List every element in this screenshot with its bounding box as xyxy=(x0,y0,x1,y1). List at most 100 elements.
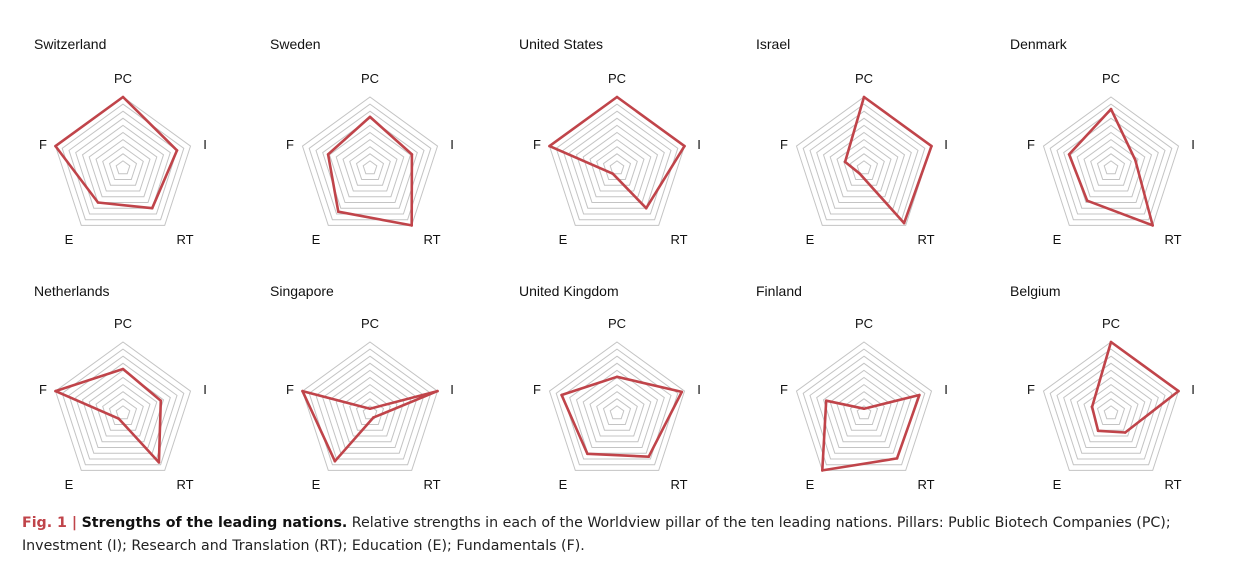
grid-ring xyxy=(115,160,131,175)
grid-ring xyxy=(1049,103,1173,221)
grid-ring xyxy=(95,138,151,192)
radar-panel-denmark: Denmark PC I RT E F xyxy=(1010,36,1195,247)
grid-ring xyxy=(1083,383,1139,437)
radar-panel-united-states: United States PC I RT E F xyxy=(519,36,701,247)
grid-ring xyxy=(836,138,892,192)
data-point-pc xyxy=(862,95,866,99)
grid-ring xyxy=(596,146,638,186)
axis-label-pc: PC xyxy=(855,316,873,331)
axis-label-pc: PC xyxy=(608,316,626,331)
data-point-pc xyxy=(862,407,866,411)
caption-text: Relative strengths in each of the Worldv… xyxy=(22,515,1171,554)
data-point-f xyxy=(1067,153,1071,156)
data-point-i xyxy=(683,144,686,148)
grid-ring xyxy=(575,369,659,448)
caption-title: Strengths of the leading nations. xyxy=(81,515,348,531)
axis-label-f: F xyxy=(286,137,294,152)
grid-ring xyxy=(315,110,425,215)
axis-label-e: E xyxy=(1053,477,1062,492)
data-point-pc xyxy=(1109,340,1113,344)
data-point-pc xyxy=(615,375,619,379)
axis-label-pc: PC xyxy=(361,316,379,331)
grid-ring xyxy=(809,110,919,215)
data-point-rt xyxy=(410,224,414,227)
axis-label-pc: PC xyxy=(114,316,132,331)
data-point-i xyxy=(1134,158,1137,162)
axis-label-i: I xyxy=(1191,382,1195,397)
axis-label-rt: RT xyxy=(423,477,440,492)
data-point-i xyxy=(930,144,933,148)
axis-label-e: E xyxy=(559,232,568,247)
grid-ring xyxy=(829,376,899,443)
panel-title: Belgium xyxy=(1010,283,1061,299)
data-point-e xyxy=(1085,199,1089,202)
grid-ring xyxy=(308,348,432,466)
data-point-f xyxy=(843,160,847,164)
data-point-f xyxy=(301,389,304,393)
axis-label-f: F xyxy=(533,382,541,397)
grid-ring xyxy=(602,153,632,180)
grid-ring xyxy=(81,369,165,448)
grid-ring xyxy=(1049,348,1173,466)
series-polygon xyxy=(301,389,439,463)
grid-ring xyxy=(1090,146,1132,186)
data-point-f xyxy=(548,144,551,148)
axis-label-i: I xyxy=(697,382,701,397)
grid-ring xyxy=(1076,131,1146,198)
grid-ring xyxy=(115,405,131,420)
radar-panel-united-kingdom: United Kingdom PC I RT E F xyxy=(519,283,701,492)
grid-ring xyxy=(342,383,398,437)
data-point-f xyxy=(824,399,828,403)
grid-ring xyxy=(555,103,679,221)
grid-ring xyxy=(562,355,672,460)
grid-ring xyxy=(809,355,919,460)
grid-ring xyxy=(328,124,412,203)
axis-label-rt: RT xyxy=(670,232,687,247)
data-point-i xyxy=(918,393,921,397)
axis-label-pc: PC xyxy=(361,71,379,86)
grid-ring xyxy=(582,376,652,443)
series-polygon xyxy=(1090,340,1180,434)
axis-label-rt: RT xyxy=(917,232,934,247)
grid-ring xyxy=(362,405,378,420)
series-polygon xyxy=(326,115,414,227)
axis-label-i: I xyxy=(203,137,207,152)
data-point-i xyxy=(436,389,439,393)
axis-label-f: F xyxy=(780,382,788,397)
series-polygon xyxy=(820,393,921,472)
grid-ring xyxy=(68,355,178,460)
panel-title: United Kingdom xyxy=(519,283,619,299)
panel-title: Sweden xyxy=(270,36,321,52)
axis-label-e: E xyxy=(65,232,74,247)
series-polygon xyxy=(54,95,179,210)
grid-ring xyxy=(88,376,158,443)
grid-ring xyxy=(569,117,665,209)
axis-label-rt: RT xyxy=(423,232,440,247)
axis-label-pc: PC xyxy=(608,71,626,86)
data-point-i xyxy=(680,390,684,394)
axis-label-f: F xyxy=(39,137,47,152)
axis-label-e: E xyxy=(312,477,321,492)
data-point-e xyxy=(337,210,340,213)
grid-ring xyxy=(1056,110,1166,215)
data-point-pc xyxy=(368,407,372,411)
grid-ring xyxy=(342,138,398,192)
axis-label-e: E xyxy=(1053,232,1062,247)
radar-panel-finland: Finland PC I RT E F xyxy=(756,283,948,492)
grid-ring xyxy=(1069,369,1153,448)
grid-ring xyxy=(355,153,385,180)
data-point-e xyxy=(821,469,824,472)
data-point-f xyxy=(326,153,330,156)
series-polygon xyxy=(1067,107,1154,227)
grid-ring xyxy=(802,103,926,221)
figure-caption: Fig. 1 | Strengths of the leading nation… xyxy=(22,512,1222,558)
axis-label-e: E xyxy=(806,232,815,247)
grid-ring xyxy=(335,376,405,443)
axis-label-i: I xyxy=(450,382,454,397)
axis-label-f: F xyxy=(286,382,294,397)
data-point-pc xyxy=(368,115,372,119)
axis-label-f: F xyxy=(1027,137,1035,152)
grid-ring xyxy=(822,369,906,448)
grid-ring xyxy=(362,160,378,175)
axis-label-rt: RT xyxy=(176,232,193,247)
